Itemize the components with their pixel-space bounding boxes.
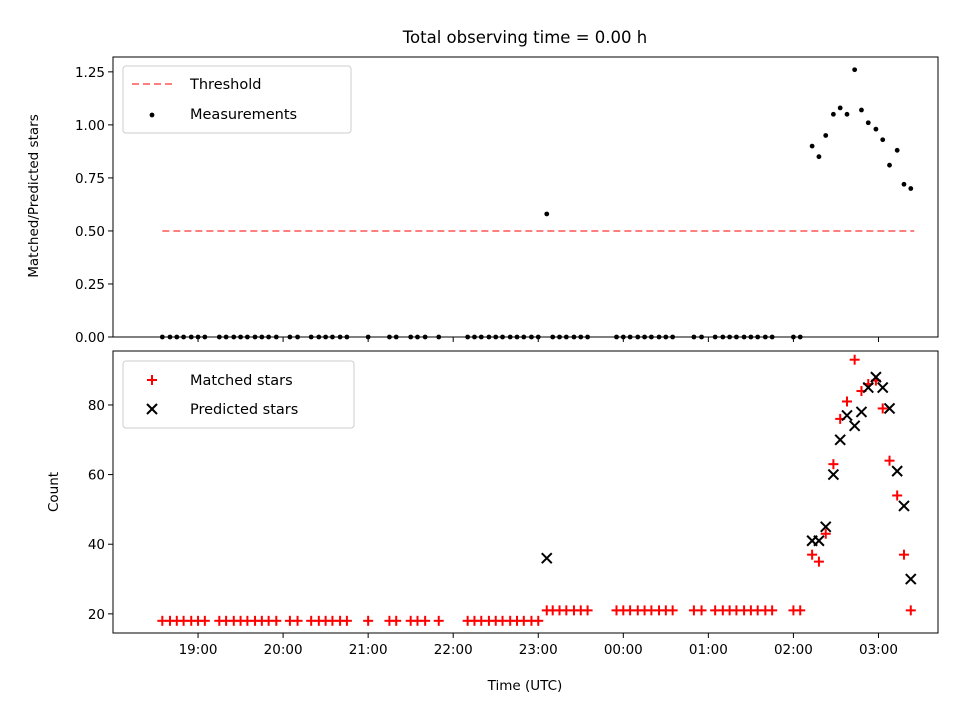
y-tick-label: 1.25	[75, 65, 105, 81]
legend-matched-label: Matched stars	[190, 373, 293, 389]
bottom-legend-box	[122, 360, 355, 429]
predicted-star-point	[870, 371, 882, 383]
y-tick-label: 20	[88, 607, 105, 623]
measurement-point	[908, 186, 914, 191]
matched-star-point	[892, 490, 903, 501]
matched-star-point	[795, 605, 806, 616]
predicted-star-point	[813, 535, 825, 547]
legend-predicted-swatch	[146, 403, 158, 415]
predicted-star-point	[898, 500, 910, 512]
measurement-point	[894, 147, 900, 153]
x-tick-label: 23:00	[519, 642, 558, 658]
predicted-star-point	[891, 465, 903, 477]
predicted-star-point	[905, 573, 917, 585]
predicted-star-point	[862, 381, 874, 394]
bottom-plot-area	[157, 354, 917, 626]
matched-star-point	[363, 615, 374, 626]
y-tick-label: 0.00	[75, 330, 105, 346]
x-tick-label: 00:00	[604, 642, 643, 658]
measurement-point	[837, 105, 843, 111]
matched-star-point	[199, 615, 210, 626]
x-tick-label: 03:00	[859, 642, 898, 658]
matched-star-point	[849, 354, 860, 365]
matched-star-point	[433, 615, 444, 626]
measurement-point	[844, 111, 850, 117]
y-tick-label: 0.25	[75, 277, 105, 293]
bottom-y-axis-label: Count	[46, 472, 62, 512]
legend-measurements-swatch	[149, 112, 155, 118]
chart-title: Total observing time = 0.00 h	[402, 28, 647, 47]
measurement-point	[880, 137, 886, 143]
x-tick-label: 01:00	[689, 642, 728, 658]
legend-matched-swatch	[147, 375, 157, 385]
measurement-point	[901, 181, 907, 187]
top-legend-box	[122, 65, 352, 134]
top-legend: Threshold Measurements	[122, 65, 352, 134]
predicted-star-point	[877, 381, 889, 394]
measurement-point	[830, 111, 836, 117]
x-tick-label: 20:00	[264, 642, 303, 658]
measurement-point	[823, 133, 829, 138]
predicted-star-point	[855, 406, 868, 418]
y-tick-label: 80	[88, 398, 105, 414]
measurement-point	[865, 120, 871, 126]
matched-star-point	[767, 605, 778, 616]
measurement-point	[816, 154, 822, 160]
y-tick-label: 0.75	[75, 171, 105, 187]
bottom-axes-frame	[112, 350, 939, 634]
predicted-star-point	[541, 552, 553, 564]
measurement-point	[544, 211, 550, 217]
y-tick-label: 0.50	[75, 224, 105, 240]
predicted-star-point	[834, 434, 846, 446]
x-tick-label: 21:00	[349, 642, 388, 658]
matched-star-point	[696, 605, 707, 616]
matched-star-point	[820, 528, 831, 539]
matched-star-point	[667, 605, 678, 616]
predicted-star-point	[883, 402, 896, 415]
matched-star-point	[807, 549, 818, 560]
x-tick-label: 22:00	[434, 642, 473, 658]
matched-star-point	[884, 455, 895, 466]
predicted-star-point	[848, 420, 861, 432]
predicted-star-point	[820, 521, 832, 533]
y-tick-label: 60	[88, 468, 105, 484]
matched-star-point	[905, 605, 916, 616]
matched-star-point	[841, 396, 852, 407]
x-tick-label: 19:00	[179, 642, 218, 658]
matched-star-point	[813, 556, 824, 567]
matched-star-point	[292, 615, 303, 626]
x-tick-label: 02:00	[774, 642, 813, 658]
measurement-point	[809, 143, 815, 149]
measurement-point	[852, 67, 858, 73]
matched-star-point	[391, 615, 402, 626]
top-y-axis-label: Matched/Predicted stars	[26, 114, 42, 277]
matched-star-point	[828, 459, 839, 470]
matched-star-point	[420, 615, 431, 626]
x-axis-label: Time (UTC)	[487, 678, 563, 694]
matched-star-point	[341, 615, 352, 626]
top-axes-frame	[112, 56, 939, 338]
measurement-point	[859, 107, 864, 113]
matched-star-point	[582, 605, 593, 616]
matched-star-point	[898, 549, 909, 560]
top-panel: Total observing time = 0.00 h Matched/Pr…	[26, 28, 939, 346]
matched-star-point	[271, 615, 282, 626]
predicted-star-point	[841, 409, 853, 422]
bottom-panel: Count Matched stars Predicted stars Time…	[46, 350, 939, 694]
predicted-star-point	[827, 468, 840, 481]
top-plot-area	[159, 67, 915, 340]
matched-star-point	[533, 615, 544, 626]
matched-star-point	[877, 403, 888, 414]
measurement-point	[887, 162, 892, 168]
y-tick-label: 40	[88, 537, 105, 553]
legend-measurements-label: Measurements	[190, 107, 297, 123]
legend-predicted-label: Predicted stars	[190, 402, 298, 418]
measurement-point	[873, 126, 879, 132]
legend-threshold-label: Threshold	[189, 77, 261, 93]
bottom-legend: Matched stars Predicted stars	[122, 360, 355, 429]
y-tick-label: 1.00	[75, 118, 105, 134]
